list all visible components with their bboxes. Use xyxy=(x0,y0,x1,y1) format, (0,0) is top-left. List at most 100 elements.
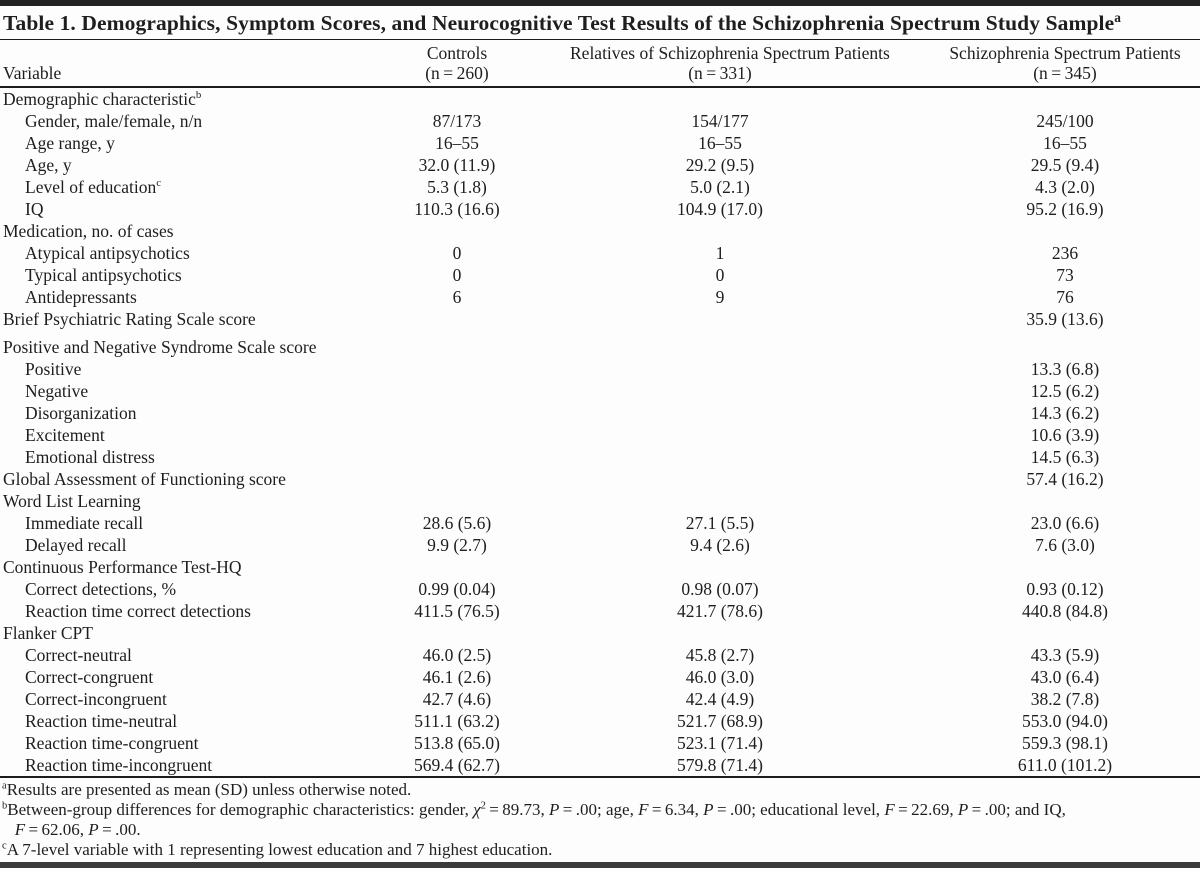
table-row: Demographic characteristicb xyxy=(0,87,1200,110)
table-row: Correct-neutral 46.0 (2.5) 45.8 (2.7) 43.3 … xyxy=(0,644,1200,666)
col-header-n: (n = 260) xyxy=(425,63,489,83)
col-header-label: Controls xyxy=(426,43,488,63)
table-row: Age, y 32.0 (11.9) 29.2 (9.5) 29.5 (9.4) xyxy=(0,154,1200,176)
cell-value: 28.6 (5.6) xyxy=(422,513,492,533)
cell-value xyxy=(330,220,570,242)
col-header-variable: Variable xyxy=(0,40,330,88)
cell-value: 523.1 (71.4) xyxy=(676,733,764,753)
cell-value xyxy=(570,380,870,402)
cell-value: 553.0 (94.0) xyxy=(1021,711,1109,731)
footnote-marker: c xyxy=(2,840,7,852)
row-label: Reaction time-congruent xyxy=(25,733,199,753)
cell-value: 29.2 (9.5) xyxy=(685,155,755,175)
table-row: Level of educationc 5.3 (1.8) 5.0 (2.1) 4.3… xyxy=(0,176,1200,198)
row-label: Correct-incongruent xyxy=(25,689,167,709)
col-header-label: Relatives of Schizophrenia Spectrum Pati… xyxy=(570,43,890,63)
row-label: Correct-congruent xyxy=(25,667,154,687)
cell-value xyxy=(570,490,870,512)
cell-value: 42.7 (4.6) xyxy=(422,689,492,709)
table-row: Delayed recall 9.9 (2.7) 9.4 (2.6) 7.6 (3.0… xyxy=(0,534,1200,556)
cell-value xyxy=(330,468,570,490)
header-row: Variable Controls (n = 260) Relatives of… xyxy=(0,40,1200,88)
cell-value: 9 xyxy=(715,287,725,307)
cell-value: 5.0 (2.1) xyxy=(690,177,750,197)
row-label: Negative xyxy=(25,381,89,401)
col-header-label: Variable xyxy=(3,63,62,83)
cell-value: 104.9 (17.0) xyxy=(676,199,764,219)
footnote-marker: a xyxy=(2,780,7,792)
cell-value xyxy=(330,358,570,380)
row-label: IQ xyxy=(25,199,44,219)
cell-value: 110.3 (16.6) xyxy=(414,199,500,219)
table-row: Continuous Performance Test-HQ xyxy=(0,556,1200,578)
cell-value: 14.5 (6.3) xyxy=(1030,447,1100,467)
table-row: Global Assessment of Functioning score 57… xyxy=(0,468,1200,490)
row-label: Flanker CPT xyxy=(3,623,93,643)
cell-value: 236 xyxy=(1051,243,1079,263)
row-label: Typical antipsychotics xyxy=(25,265,182,285)
table-row: Brief Psychiatric Rating Scale score 35.9… xyxy=(0,308,1200,330)
cell-value: 411.5 (76.5) xyxy=(414,601,500,621)
cell-value: 0 xyxy=(715,265,725,285)
table-title-text: Table 1. Demographics, Symptom Scores, a… xyxy=(3,11,1115,35)
cell-value xyxy=(870,220,1200,242)
data-table: Variable Controls (n = 260) Relatives of… xyxy=(0,40,1200,776)
cell-value: 46.0 (3.0) xyxy=(685,667,755,687)
cell-value xyxy=(330,556,570,578)
cell-value xyxy=(570,87,870,110)
cell-value: 9.9 (2.7) xyxy=(427,535,487,555)
cell-value xyxy=(870,87,1200,110)
footnote-a: aResults are presented as mean (SD) unle… xyxy=(2,780,412,799)
cell-value: 0.93 (0.12) xyxy=(1026,579,1104,599)
row-label: Level of educationc xyxy=(25,177,162,197)
cell-value: 45.8 (2.7) xyxy=(685,645,755,665)
cell-value xyxy=(570,358,870,380)
cell-value xyxy=(330,87,570,110)
col-header-label: Schizophrenia Spectrum Patients xyxy=(949,43,1181,63)
cell-value xyxy=(570,220,870,242)
table-row: Negative 12.5 (6.2) xyxy=(0,380,1200,402)
row-label: Atypical antipsychotics xyxy=(25,243,190,263)
cell-value: 95.2 (16.9) xyxy=(1026,199,1104,219)
row-label: Word List Learning xyxy=(3,491,141,511)
table-row: Age range, y 16–55 16–55 16–55 xyxy=(0,132,1200,154)
cell-value xyxy=(570,556,870,578)
table-row: Correct-congruent 46.1 (2.6) 46.0 (3.0) 43.… xyxy=(0,666,1200,688)
cell-value: 38.2 (7.8) xyxy=(1030,689,1100,709)
cell-value xyxy=(330,330,570,358)
cell-value: 16–55 xyxy=(435,133,479,153)
cell-value xyxy=(330,424,570,446)
cell-value: 5.3 (1.8) xyxy=(427,177,487,197)
table-row: IQ 110.3 (16.6) 104.9 (17.0) 95.2 (16.9) xyxy=(0,198,1200,220)
cell-value: 16–55 xyxy=(1043,133,1087,153)
table-row: Word List Learning xyxy=(0,490,1200,512)
table-row: Reaction time correct detections 411.5 (7… xyxy=(0,600,1200,622)
row-label: Antidepressants xyxy=(25,287,137,307)
table-row: Correct-incongruent 42.7 (4.6) 42.4 (4.9) 3… xyxy=(0,688,1200,710)
cell-value: 421.7 (78.6) xyxy=(676,601,764,621)
cell-value: 521.7 (68.9) xyxy=(676,711,764,731)
table-row: Gender, male/female, n/n 87/173 154/177 245… xyxy=(0,110,1200,132)
cell-value: 6 xyxy=(452,287,462,307)
table-row: Positive 13.3 (6.8) xyxy=(0,358,1200,380)
cell-value: 76 xyxy=(1056,287,1074,307)
cell-value xyxy=(870,622,1200,644)
footnote-marker: b xyxy=(2,800,8,812)
cell-value: 10.6 (3.9) xyxy=(1030,425,1100,445)
cell-value: 14.3 (6.2) xyxy=(1030,403,1100,423)
row-label: Excitement xyxy=(25,425,105,445)
table-row: Antidepressants 6 9 76 xyxy=(0,286,1200,308)
cell-value: 0 xyxy=(452,243,462,263)
cell-value: 579.8 (71.4) xyxy=(676,755,764,775)
cell-value xyxy=(330,308,570,330)
row-label: Correct-neutral xyxy=(25,645,132,665)
cell-value: 611.0 (101.2) xyxy=(1017,755,1113,775)
row-label: Continuous Performance Test-HQ xyxy=(3,557,242,577)
cell-value: 32.0 (11.9) xyxy=(418,155,496,175)
cell-value xyxy=(570,402,870,424)
cell-value: 4.3 (2.0) xyxy=(1035,177,1095,197)
cell-value: 440.8 (84.8) xyxy=(1021,601,1109,621)
row-label: Immediate recall xyxy=(25,513,144,533)
cell-value: 57.4 (16.2) xyxy=(1026,469,1104,489)
col-header-relatives: Relatives of Schizophrenia Spectrum Pati… xyxy=(570,40,890,88)
